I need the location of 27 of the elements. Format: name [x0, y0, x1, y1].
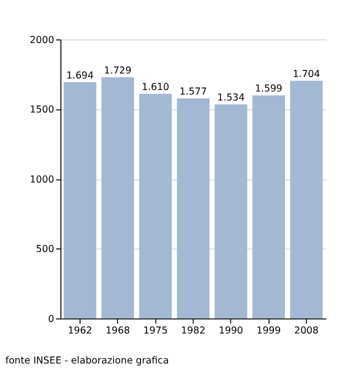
- y-tick-label: 2000: [30, 34, 54, 46]
- bar: [64, 82, 96, 318]
- data-label: 1.610: [142, 82, 170, 93]
- data-label: 1.534: [217, 92, 245, 104]
- x-tick-label: 1999: [256, 325, 281, 336]
- x-tick-label: 2008: [294, 325, 319, 336]
- source-note: fonte INSEE - elaborazione grafica: [5, 356, 169, 367]
- bar: [101, 77, 134, 318]
- y-tick-label: 500: [36, 244, 54, 256]
- bar: [176, 98, 210, 318]
- x-tick-label: 1962: [68, 325, 92, 336]
- y-tick-label: 1000: [30, 174, 54, 186]
- data-label: 1.704: [292, 68, 320, 80]
- x-tick-label: 1968: [106, 325, 130, 336]
- x-tick-label: 1982: [181, 325, 206, 336]
- bar: [139, 94, 172, 318]
- data-label: 1.577: [180, 86, 207, 98]
- x-tick-label: 1990: [218, 325, 244, 336]
- y-tick-label: 0: [48, 314, 54, 325]
- bar: [214, 104, 248, 318]
- data-label: 1.694: [66, 70, 94, 82]
- bar: [290, 80, 323, 318]
- x-tick-label: 1975: [143, 325, 168, 336]
- y-tick-label: 1500: [30, 104, 54, 116]
- bar: [252, 95, 285, 318]
- data-label: 1.729: [104, 65, 132, 76]
- data-label: 1.599: [254, 84, 282, 95]
